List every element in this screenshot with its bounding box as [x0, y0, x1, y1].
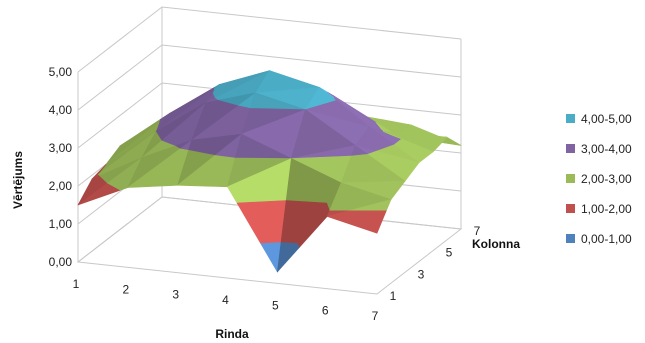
- z-tick-label: 2,00: [49, 179, 73, 193]
- y-tick-label: 5: [446, 246, 453, 260]
- legend-label: 3,00-4,00: [581, 142, 632, 156]
- z-axis-title: Vērtējums: [11, 151, 25, 209]
- y-axis-title: Kolonna: [472, 237, 520, 251]
- x-tick-label: 4: [222, 293, 229, 307]
- legend-item: 4,00-5,00: [566, 112, 632, 126]
- legend-item: 1,00-2,00: [566, 202, 632, 216]
- z-tick-label: 0,00: [49, 255, 73, 269]
- legend-swatch: [566, 234, 575, 243]
- legend-item: 2,00-3,00: [566, 172, 632, 186]
- surface-facet: [277, 243, 300, 273]
- y-tick-label: 7: [474, 224, 481, 238]
- legend-label: 0,00-1,00: [581, 232, 632, 246]
- y-tick-label: 3: [418, 267, 425, 281]
- z-tick-label: 1,00: [49, 217, 73, 231]
- legend-swatch: [566, 174, 575, 183]
- surface-plot: [77, 70, 462, 273]
- x-tick-label: 1: [73, 277, 80, 291]
- legend-label: 2,00-3,00: [581, 172, 632, 186]
- legend-swatch: [566, 114, 575, 123]
- legend-swatch: [566, 204, 575, 213]
- z-tick-label: 5,00: [49, 65, 73, 79]
- z-tick-label: 4,00: [49, 103, 73, 117]
- z-tick-label: 3,00: [49, 141, 73, 155]
- x-axis-title: Rinda: [215, 327, 249, 341]
- x-tick-label: 2: [122, 282, 129, 296]
- legend-item: 3,00-4,00: [566, 142, 632, 156]
- legend-label: 4,00-5,00: [581, 112, 632, 126]
- surface-facet: [77, 183, 120, 206]
- y-tick-label: 1: [390, 289, 397, 303]
- x-tick-label: 3: [172, 288, 179, 302]
- floor-outline: [76, 196, 463, 295]
- surface-facet: [326, 210, 387, 234]
- legend-label: 1,00-2,00: [581, 202, 632, 216]
- legend-swatch: [566, 144, 575, 153]
- legend: 4,00-5,00 3,00-4,00 2,00-3,00 1,00-2,00 0,00…: [566, 112, 632, 246]
- z-gridline: [77, 6, 462, 73]
- x-tick-label: 5: [272, 298, 279, 312]
- x-tick-label: 7: [372, 309, 379, 323]
- legend-item: 0,00-1,00: [566, 232, 632, 246]
- surface-facet: [236, 200, 287, 244]
- x-tick-label: 6: [322, 304, 329, 318]
